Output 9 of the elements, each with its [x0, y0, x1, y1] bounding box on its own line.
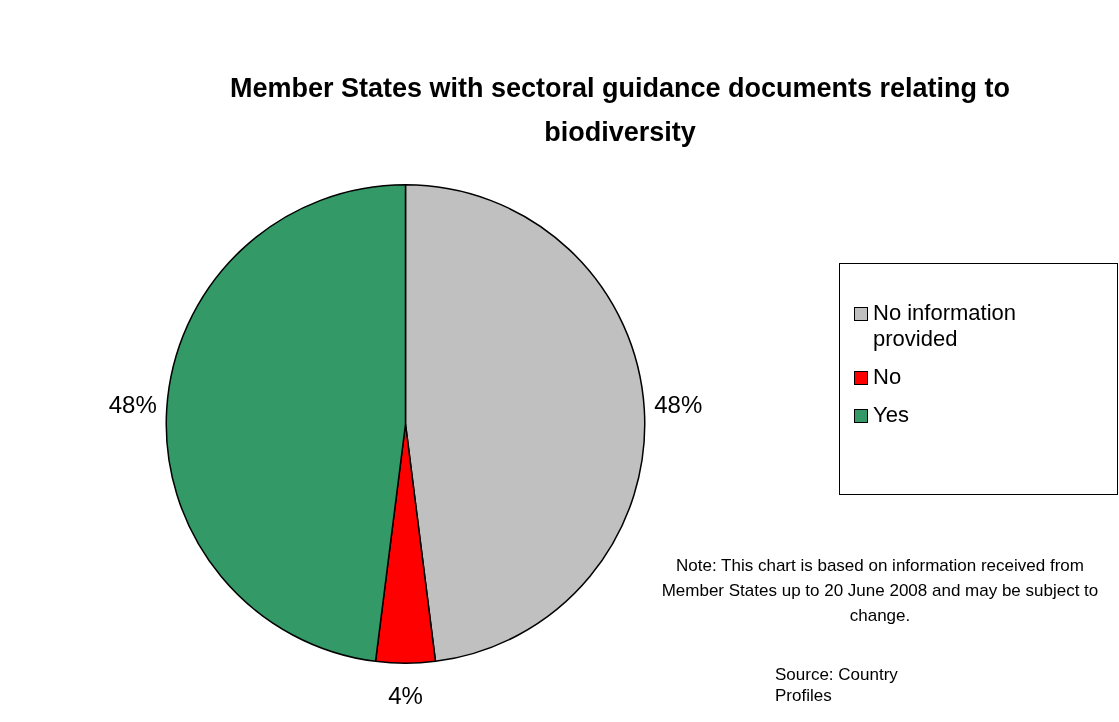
data-label: 4% — [388, 681, 423, 709]
source-note: Source: Country Profiles — [775, 664, 899, 706]
legend-label: Yes — [873, 402, 909, 428]
data-label: 48% — [654, 391, 703, 419]
legend-label: No — [873, 364, 902, 390]
chart-title: Member States with sectoral guidance documents relating to biodiversity — [228, 72, 1012, 149]
text: Note: This chart is based on information received from Member States up to 20 June 2008 and may be subject to change. — [660, 555, 1100, 627]
legend-label: No information provided — [873, 300, 1018, 352]
data-label: 48% — [108, 391, 157, 419]
